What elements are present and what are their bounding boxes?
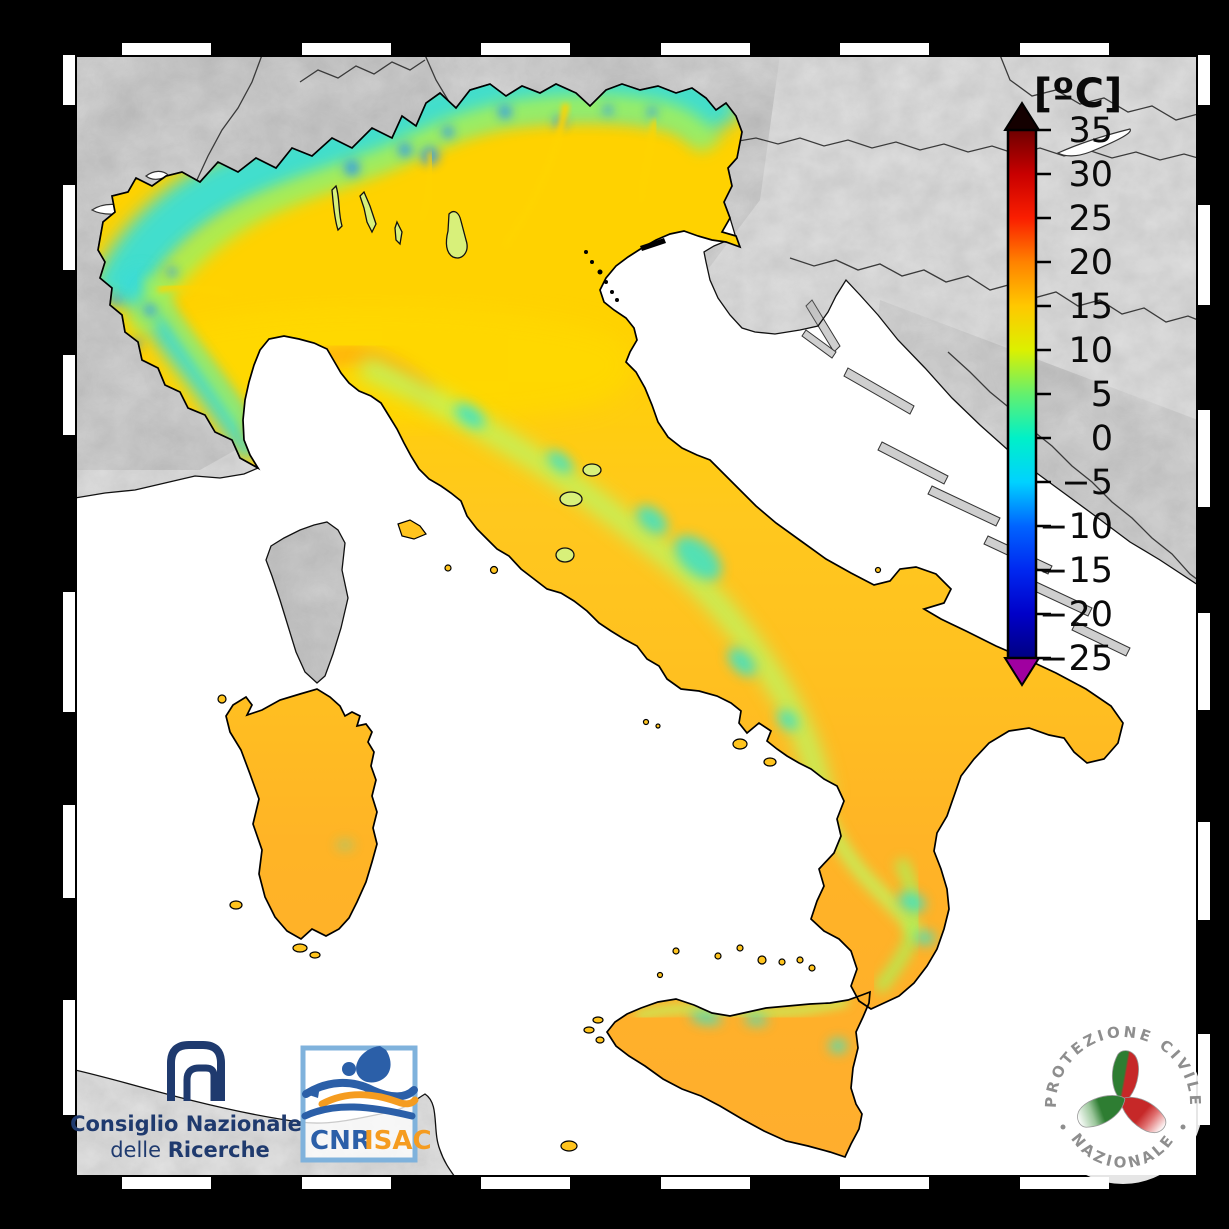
lake-como	[359, 190, 377, 234]
colorbar-tick-label: −10	[1039, 507, 1113, 547]
colorbar-tick-label: −15	[1039, 551, 1113, 591]
venice-lagoon	[584, 238, 666, 302]
colorbar-gradient-bar	[1006, 128, 1038, 660]
italy-landmass	[97, 83, 1124, 1158]
colorbar-tick-label: 35	[1068, 111, 1113, 151]
colorbar-tick-label: −25	[1039, 639, 1113, 679]
colorbar-tick-label: 20	[1068, 243, 1113, 283]
colorbar-tick-labels: 35 30 25 20 15 10 5 0 −5 −10 −15 −20 −25	[1039, 111, 1113, 679]
colorbar-tick-marks	[1036, 128, 1051, 660]
isac-label-cnr: CNR	[310, 1126, 371, 1156]
isac-label-isac: ISAC	[364, 1126, 432, 1156]
capri	[763, 757, 777, 767]
etna-spot	[829, 1039, 847, 1053]
lake-bolsena	[559, 491, 583, 507]
lake-iseo	[394, 220, 403, 246]
frame-degree-ticks	[63, 43, 1210, 1189]
isac-swirl-icon	[301, 1046, 419, 1120]
protezione-civile-logo: PROTEZIONE CIVILE NAZIONALE	[1042, 1023, 1203, 1184]
colorbar-tick-label: −5	[1061, 463, 1113, 503]
colorbar-title: [ºC]	[1034, 71, 1122, 117]
colorbar-tick-label: 10	[1068, 331, 1113, 371]
lake-trasimeno	[582, 463, 602, 477]
colorbar-tick-label: −20	[1039, 595, 1113, 635]
cnr-logo-line2: delle Ricerche	[110, 1138, 270, 1162]
apennine-cool-cores	[336, 403, 935, 1053]
colorbar-tick-label: 0	[1091, 419, 1113, 459]
dalmatian-islands	[801, 299, 1131, 657]
lake-bracciano	[555, 547, 575, 563]
ischia	[732, 738, 748, 750]
colorbar-tick-label: 15	[1068, 287, 1113, 327]
cnr-isac-logo: CNR ISAC	[300, 1045, 432, 1163]
lake-maggiore	[331, 184, 343, 232]
italian-lakes	[331, 184, 602, 563]
colorbar-tick-label: 25	[1068, 199, 1113, 239]
logo-dot-left	[1060, 1124, 1066, 1130]
map-frame	[63, 43, 1210, 1189]
colorbar-tick-label: 5	[1091, 375, 1113, 415]
cnr-logo-line1: Consiglio Nazionale	[70, 1112, 302, 1136]
cnr-emblem-icon	[167, 1041, 225, 1101]
temperature-field	[98, 84, 935, 1053]
pantelleria	[560, 1140, 578, 1152]
colorbar: [ºC] 35 30 25 20 15 10 5 0 −5 −10 −15 −2…	[1003, 71, 1122, 687]
elba	[397, 519, 427, 540]
small-islands	[217, 519, 882, 1152]
lake-garda	[445, 210, 468, 259]
colorbar-tick-label: 30	[1068, 155, 1113, 195]
logo-dot-right	[1180, 1124, 1186, 1130]
cnr-logo: Consiglio Nazionale delle Ricerche	[70, 1041, 302, 1162]
